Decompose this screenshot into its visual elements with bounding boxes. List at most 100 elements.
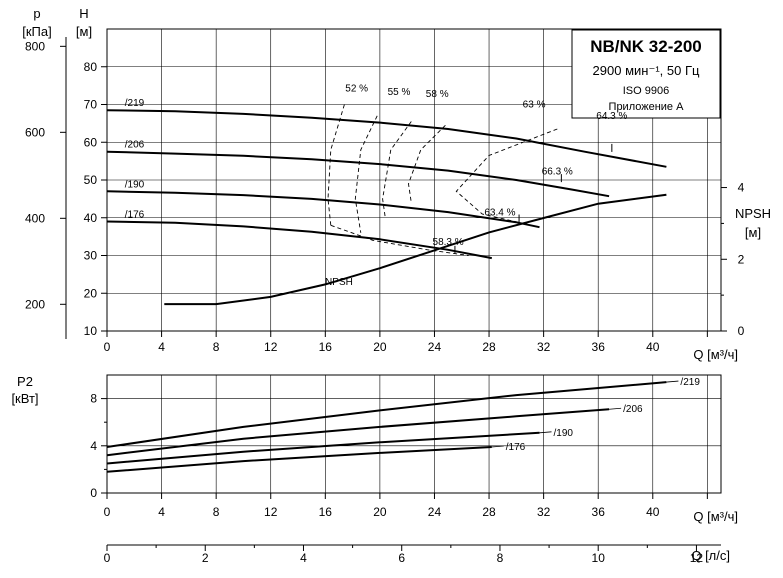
- p-tick-label: 400: [25, 211, 45, 225]
- efficiency-label: 55 %: [388, 87, 411, 98]
- ls-axis-title: Q [л/с]: [691, 548, 730, 563]
- lower-x-tick-label: 16: [319, 505, 333, 519]
- efficiency-label: 66.3 %: [542, 166, 573, 177]
- efficiency-label: 58.3 %: [433, 237, 464, 248]
- h-tick-label: 80: [84, 60, 98, 74]
- upper-x-tick-label: 32: [537, 340, 551, 354]
- p2-axis-title: P2: [17, 374, 33, 389]
- lower-x-tick-label: 32: [537, 505, 551, 519]
- lower-x-tick-label: 4: [158, 505, 165, 519]
- npsh-axis-title: NPSH: [735, 206, 771, 221]
- upper-x-tick-label: 16: [319, 340, 333, 354]
- ls-tick-label: 2: [202, 551, 209, 565]
- iso-standard-label: ISO 9906: [623, 85, 669, 97]
- npsh-curve-label: NPSH: [325, 277, 353, 288]
- npsh-tick-label: 0: [738, 324, 745, 338]
- power-curve-leader: [491, 445, 504, 448]
- efficiency-label: 63.4 %: [484, 207, 515, 218]
- lower-x-tick-label: 8: [213, 505, 220, 519]
- efficiency-contour-line: [408, 124, 446, 203]
- p-axis-title: p: [33, 6, 40, 21]
- lower-x-tick-label: 24: [428, 505, 442, 519]
- head-curve-label: /206: [125, 140, 145, 151]
- p2-tick-label: 8: [90, 392, 97, 406]
- lower-x-tick-label: 12: [264, 505, 278, 519]
- power-curve-label: /190: [554, 428, 574, 439]
- ls-tick-label: 8: [497, 551, 504, 565]
- ls-tick-label: 6: [398, 551, 405, 565]
- head-curve: [106, 109, 667, 168]
- p-axis-unit: [кПа]: [22, 24, 52, 39]
- h-tick-label: 20: [84, 286, 98, 300]
- head-curve-label: /190: [125, 179, 145, 190]
- p-tick-label: 200: [25, 297, 45, 311]
- speed-frequency-label: 2900 мин⁻¹, 50 Гц: [593, 63, 700, 78]
- upper-x-tick-label: 20: [373, 340, 387, 354]
- h-tick-label: 10: [84, 324, 98, 338]
- lower-x-axis-title: Q [м³/ч]: [693, 509, 738, 524]
- upper-x-tick-label: 0: [104, 340, 111, 354]
- power-curve-label: /206: [623, 404, 643, 415]
- efficiency-contour-line: [455, 128, 558, 224]
- head-curve: [106, 220, 492, 260]
- efficiency-contour-line: [330, 224, 469, 256]
- power-curve: [106, 381, 667, 448]
- efficiency-contour-line: [327, 104, 345, 226]
- info-box: [571, 29, 721, 119]
- efficiency-label: 52 %: [345, 83, 368, 94]
- npsh-axis-unit: [м]: [745, 225, 761, 240]
- upper-x-tick-label: 40: [646, 340, 660, 354]
- h-tick-label: 30: [84, 249, 98, 263]
- head-curve-label: /176: [125, 210, 145, 221]
- npsh-tick-label: 2: [738, 252, 745, 266]
- power-curve-label: /219: [680, 377, 700, 388]
- head-curve: [106, 190, 540, 229]
- efficiency-label: 63 %: [523, 100, 546, 111]
- power-curve-leader: [666, 380, 679, 383]
- ls-tick-label: 12: [690, 551, 704, 565]
- p2-tick-label: 4: [90, 439, 97, 453]
- ls-tick-label: 10: [592, 551, 606, 565]
- h-axis-unit: [м]: [76, 24, 92, 39]
- power-curve: [106, 408, 610, 457]
- lower-x-tick-label: 20: [373, 505, 387, 519]
- lower-x-tick-label: 36: [592, 505, 606, 519]
- upper-x-tick-label: 24: [428, 340, 442, 354]
- h-tick-label: 40: [84, 211, 98, 225]
- power-curve: [106, 431, 540, 465]
- npsh-tick-label: 4: [738, 181, 745, 195]
- upper-x-tick-label: 8: [213, 340, 220, 354]
- p-tick-label: 600: [25, 125, 45, 139]
- h-tick-label: 70: [84, 98, 98, 112]
- lower-plot-frame: [106, 374, 722, 494]
- ls-tick-label: 4: [300, 551, 307, 565]
- power-curve-leader: [539, 431, 552, 434]
- p2-axis-unit: [кВт]: [11, 391, 38, 406]
- upper-x-tick-label: 12: [264, 340, 278, 354]
- upper-x-tick-label: 28: [482, 340, 496, 354]
- efficiency-contour-line: [382, 121, 412, 218]
- lower-x-tick-label: 28: [482, 505, 496, 519]
- lower-x-tick-label: 0: [104, 505, 111, 519]
- lower-x-tick-label: 40: [646, 505, 660, 519]
- upper-x-tick-label: 36: [592, 340, 606, 354]
- p-tick-label: 800: [25, 39, 45, 53]
- head-curve-label: /219: [125, 98, 145, 109]
- npsh-curve: [164, 193, 667, 306]
- efficiency-label: 64.3 %: [596, 111, 627, 122]
- annex-label: Приложение А: [609, 101, 685, 113]
- head-curve: [106, 150, 610, 198]
- p2-tick-label: 0: [90, 486, 97, 500]
- h-axis-title: H: [79, 6, 88, 21]
- efficiency-label: 58 %: [426, 89, 449, 100]
- pump-model-title: NB/NK 32-200: [590, 37, 702, 56]
- upper-x-axis-title: Q [м³/ч]: [693, 347, 738, 362]
- power-curve-label: /176: [506, 442, 526, 453]
- power-curve-leader: [609, 407, 622, 410]
- h-tick-label: 50: [84, 173, 98, 187]
- upper-x-tick-label: 4: [158, 340, 165, 354]
- ls-tick-label: 0: [104, 551, 111, 565]
- power-curve: [106, 446, 492, 473]
- efficiency-contour-line: [354, 115, 378, 233]
